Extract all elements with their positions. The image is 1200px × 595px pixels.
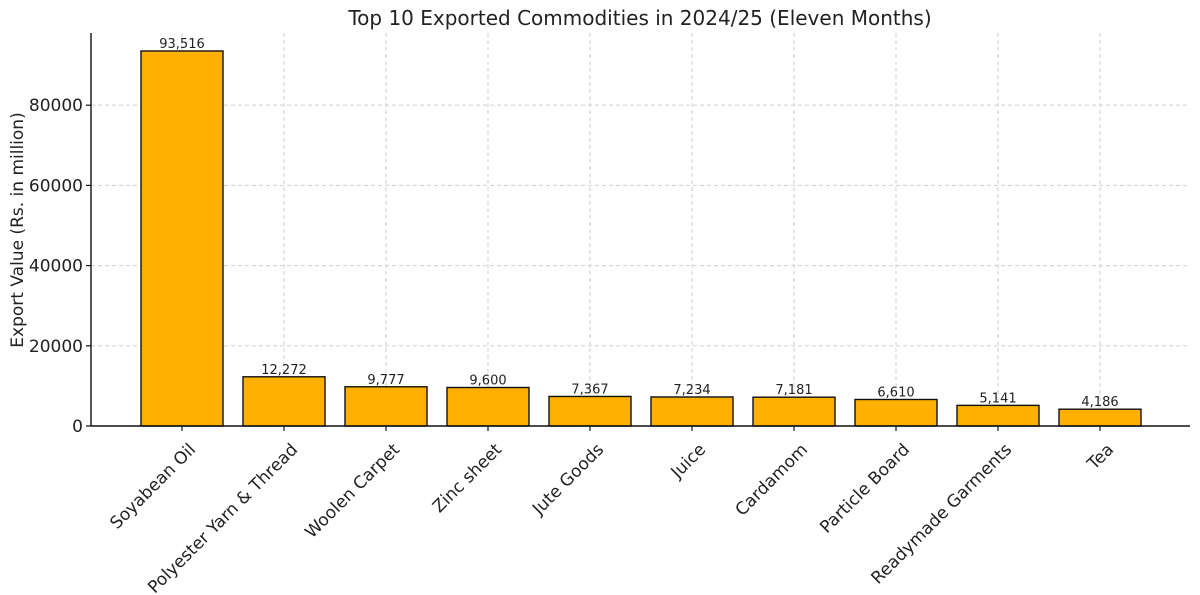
bar	[752, 396, 836, 427]
x-tick-label: Woolen Carpet	[301, 440, 404, 543]
data-label: 7,234	[673, 383, 710, 398]
x-tick-label: Soyabean Oil	[106, 440, 200, 534]
bar	[650, 396, 734, 427]
bars: 93,516 12,272 9,777 9,600 7,367 7,234 7,181 6,6…	[140, 37, 1142, 427]
y-axis-label: Export Value (Rs. in million)	[8, 112, 28, 347]
data-label: 93,516	[159, 37, 205, 52]
y-tick-label: 20000	[29, 337, 83, 357]
x-tick-label: Jute Goods	[528, 440, 608, 520]
bar	[140, 50, 224, 427]
bar	[446, 386, 530, 427]
x-tick-label: Tea	[1083, 440, 1118, 475]
y-tick-label: 40000	[29, 257, 83, 277]
x-tick-label: Juice	[667, 440, 710, 483]
bar	[854, 398, 938, 427]
data-label: 5,141	[979, 391, 1016, 406]
axes	[90, 33, 1190, 427]
bar	[1058, 408, 1142, 427]
data-label: 9,600	[469, 374, 506, 389]
data-label: 7,181	[775, 383, 812, 398]
data-label: 12,272	[261, 363, 307, 378]
data-label: 4,186	[1081, 395, 1118, 410]
x-tick-label: Zinc sheet	[429, 440, 506, 517]
x-tick-label: Cardamom	[732, 440, 812, 520]
bar	[344, 386, 428, 427]
bar	[548, 395, 632, 427]
y-tick-label: 0	[72, 417, 83, 437]
chart-title: Top 10 Exported Commodities in 2024/25 (…	[347, 6, 931, 30]
data-label: 9,777	[367, 373, 404, 388]
bar	[242, 376, 326, 427]
y-tick-label: 60000	[29, 176, 83, 196]
y-ticks: 0 20000 40000 60000 80000	[29, 96, 91, 437]
data-label: 7,367	[571, 382, 608, 397]
x-tick-label: Particle Board	[816, 440, 914, 538]
bar	[956, 404, 1040, 427]
grid-lines	[91, 33, 1190, 427]
y-tick-label: 80000	[29, 96, 83, 116]
data-label: 6,610	[877, 385, 914, 400]
